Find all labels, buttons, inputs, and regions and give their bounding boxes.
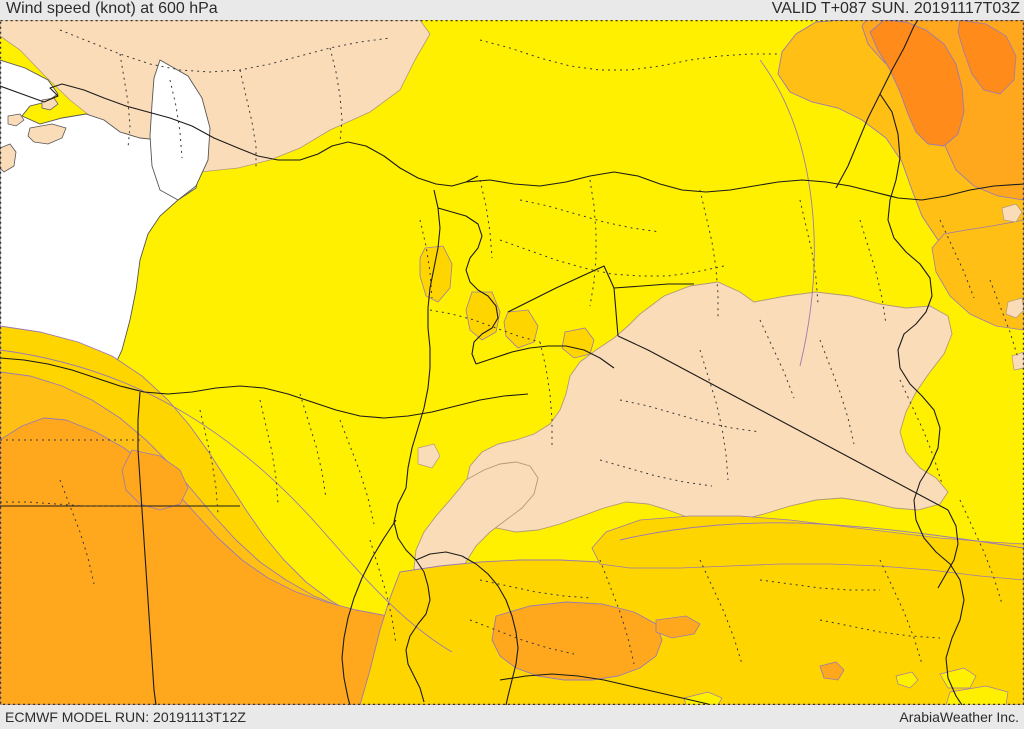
island-small-2: [7, 113, 25, 127]
blob-cream-east-1: [1001, 203, 1023, 223]
blob-yellow-se-1: [683, 691, 723, 705]
blob-orange-arabia-small: [819, 661, 845, 681]
brand-label: ArabiaWeather Inc.: [899, 709, 1019, 725]
wind-speed-contour-map: [0, 20, 1024, 705]
blob-cream-east-3: [1011, 351, 1024, 371]
map-edge-border: [0, 20, 1024, 705]
blob-yellow-se-3: [945, 685, 1009, 705]
header-bar: Wind speed (knot) at 600 hPa VALID T+087…: [0, 0, 1024, 20]
valid-time-label: VALID T+087 SUN. 20191117T03Z: [771, 0, 1020, 17]
blob-cream-sinai-small: [417, 443, 441, 469]
band-white-cyprus: [149, 59, 211, 201]
model-run-label: ECMWF MODEL RUN: 20191113T12Z: [5, 709, 246, 725]
band-cream-turkey: [0, 20, 431, 173]
country-borders: [0, 20, 1024, 705]
island-rhodes: [0, 143, 17, 173]
blob-orange-arabia-tail: [655, 615, 701, 639]
blob-gold-galilee: [419, 245, 453, 303]
page-title: Wind speed (knot) at 600 hPa: [6, 0, 218, 17]
contour-lines: [0, 59, 1024, 653]
band-deep-orange-zagros: [869, 20, 965, 147]
admin-boundaries: [0, 29, 1019, 665]
band-gold-iran-south: [931, 219, 1024, 331]
footer-bar: ECMWF MODEL RUN: 20191113T12Z ArabiaWeat…: [0, 705, 1024, 729]
blob-gold-jordan-east: [503, 309, 539, 349]
blob-cream-east-2: [1005, 297, 1024, 319]
island-crete: [27, 123, 67, 145]
band-deep-orange-zagros-ridge: [957, 20, 1017, 95]
map-canvas[interactable]: [0, 20, 1024, 705]
band-cream-jordan-lobe: [413, 461, 539, 591]
blob-yellow-se-4: [895, 671, 919, 689]
blob-orange-central-arabia: [491, 601, 663, 681]
band-cream-north-arabia: [465, 281, 953, 533]
blob-yellow-se-2: [939, 667, 977, 689]
